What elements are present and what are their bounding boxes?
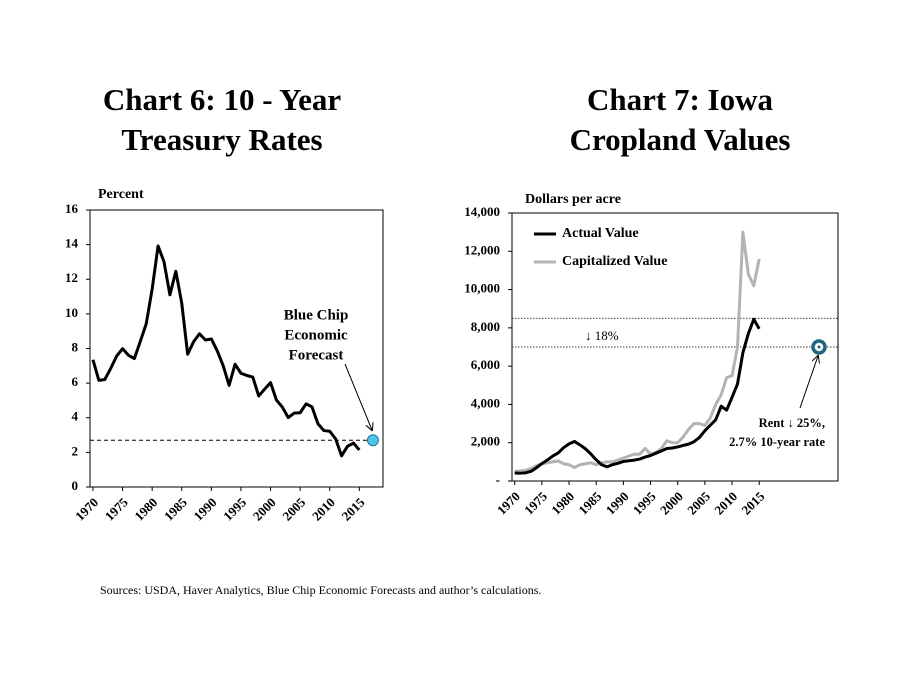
y-tick-label: 10,000 xyxy=(464,281,500,296)
y-tick-label: 12 xyxy=(65,270,78,285)
x-tick-label: 2000 xyxy=(657,489,686,518)
y-tick-label: 2,000 xyxy=(471,434,500,449)
x-tick-label: 1990 xyxy=(191,495,220,524)
y-tick-label: 4,000 xyxy=(471,395,500,410)
y-tick-label: 8,000 xyxy=(471,319,500,334)
y-axis-label: Dollars per acre xyxy=(525,192,621,207)
annotation-arrow xyxy=(799,356,818,409)
annotation: Rent ↓ 25%, xyxy=(759,416,825,430)
x-tick-label: 2015 xyxy=(738,488,767,517)
annotation-arrow xyxy=(344,363,372,430)
annotation: Economic xyxy=(284,327,348,343)
y-tick-label: 0 xyxy=(72,478,79,493)
y-tick-label: 10 xyxy=(65,305,78,320)
y-tick-label: 4 xyxy=(72,409,79,424)
x-tick-label: 1995 xyxy=(630,488,659,517)
x-tick-label: 1970 xyxy=(72,495,101,524)
y-axis-label: Percent xyxy=(98,187,144,202)
x-tick-label: 1975 xyxy=(521,488,550,517)
annotation: 2.7% 10-year rate xyxy=(729,435,825,449)
reference-note: ↓ 18% xyxy=(585,328,619,343)
x-tick-label: 1985 xyxy=(575,488,604,517)
x-tick-label: 2010 xyxy=(711,489,740,518)
x-tick-label: 1980 xyxy=(548,489,577,518)
x-tick-label: 1995 xyxy=(220,494,249,523)
y-tick-label: 16 xyxy=(65,201,79,216)
x-tick-label: 2010 xyxy=(309,495,338,524)
y-tick-label: 8 xyxy=(72,339,79,354)
source-note: Sources: USDA, Haver Analytics, Blue Chi… xyxy=(100,583,541,597)
x-tick-label: 2005 xyxy=(279,494,308,523)
y-tick-label: 12,000 xyxy=(464,242,500,257)
forecast-point xyxy=(366,434,379,447)
chart-title: Chart 7: Iowa xyxy=(587,82,773,117)
x-tick-label: 2005 xyxy=(684,488,713,517)
y-tick-label: 14 xyxy=(65,236,79,251)
y-tick-label: 2 xyxy=(72,443,79,458)
legend-label: Actual Value xyxy=(562,226,639,241)
x-tick-label: 1985 xyxy=(161,494,190,523)
data-line xyxy=(514,317,761,475)
forecast-point-center xyxy=(817,345,821,349)
chart-title: Cropland Values xyxy=(570,122,791,157)
annotation: Blue Chip xyxy=(284,307,349,323)
chart-title: Chart 6: 10 - Year xyxy=(103,82,341,117)
data-line xyxy=(91,244,361,458)
x-tick-label: 1975 xyxy=(102,494,131,523)
y-tick-label: 6 xyxy=(72,374,79,389)
data-line xyxy=(514,230,761,473)
legend-label: Capitalized Value xyxy=(562,254,667,269)
x-tick-label: 1990 xyxy=(603,489,632,518)
x-tick-label: 2015 xyxy=(339,494,368,523)
y-tick-label: 6,000 xyxy=(471,357,500,372)
x-tick-label: 1970 xyxy=(494,489,523,518)
annotation: Forecast xyxy=(289,347,344,363)
x-tick-label: 1980 xyxy=(131,495,160,524)
x-tick-label: 2000 xyxy=(250,495,279,524)
y-tick-label: - xyxy=(496,472,500,487)
chart-title: Treasury Rates xyxy=(121,122,322,157)
y-tick-label: 14,000 xyxy=(464,204,500,219)
